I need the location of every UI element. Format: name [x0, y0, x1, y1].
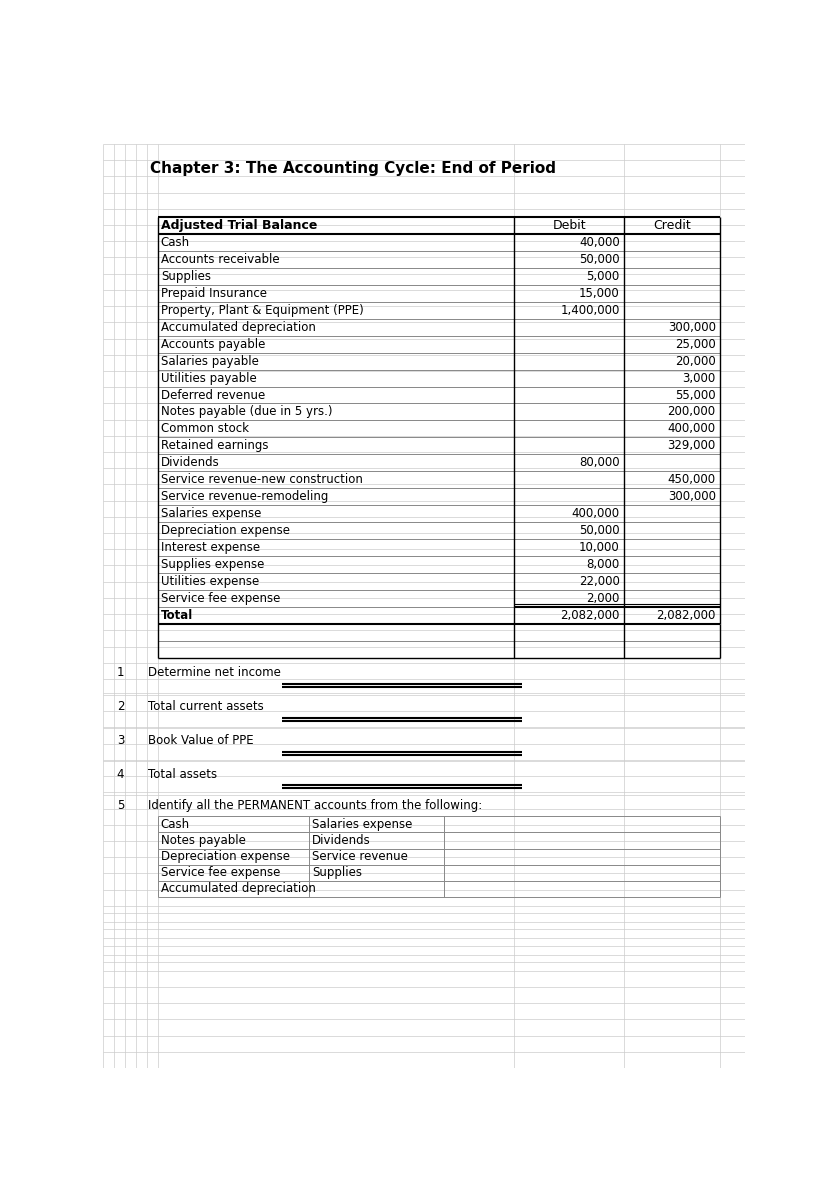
Text: Supplies: Supplies — [160, 270, 211, 283]
Text: 5,000: 5,000 — [586, 270, 619, 283]
Text: Chapter 3: The Accounting Cycle: End of Period: Chapter 3: The Accounting Cycle: End of … — [150, 161, 555, 176]
Text: 25,000: 25,000 — [674, 337, 715, 350]
Text: Identify all the PERMANENT accounts from the following:: Identify all the PERMANENT accounts from… — [148, 799, 482, 812]
Text: 40,000: 40,000 — [578, 236, 619, 250]
Text: 450,000: 450,000 — [667, 473, 715, 486]
Text: 3,000: 3,000 — [681, 372, 715, 384]
Text: 80,000: 80,000 — [578, 456, 619, 469]
Text: 10,000: 10,000 — [578, 541, 619, 554]
Text: 50,000: 50,000 — [578, 524, 619, 538]
Text: Property, Plant & Equipment (PPE): Property, Plant & Equipment (PPE) — [160, 304, 363, 317]
Text: 300,000: 300,000 — [667, 490, 715, 503]
Text: Credit: Credit — [653, 220, 690, 232]
Text: Dividends: Dividends — [160, 456, 219, 469]
Text: 5: 5 — [117, 799, 124, 812]
Text: 2: 2 — [117, 700, 124, 713]
Text: Salaries expense: Salaries expense — [312, 817, 412, 830]
Text: Notes payable: Notes payable — [160, 834, 246, 847]
Text: 400,000: 400,000 — [571, 508, 619, 520]
Text: 20,000: 20,000 — [674, 355, 715, 367]
Text: Depreciation expense: Depreciation expense — [160, 524, 289, 538]
Text: Depreciation expense: Depreciation expense — [160, 850, 289, 863]
Text: Cash: Cash — [160, 817, 189, 830]
Text: 55,000: 55,000 — [674, 389, 715, 402]
Text: Utilities payable: Utilities payable — [160, 372, 256, 384]
Text: Service revenue-remodeling: Service revenue-remodeling — [160, 490, 327, 503]
Text: Retained earnings: Retained earnings — [160, 439, 268, 452]
Text: Debit: Debit — [552, 220, 586, 232]
Text: 8,000: 8,000 — [586, 558, 619, 571]
Text: Service revenue: Service revenue — [312, 850, 408, 863]
Text: 329,000: 329,000 — [667, 439, 715, 452]
Text: Service revenue-new construction: Service revenue-new construction — [160, 473, 362, 486]
Text: Common stock: Common stock — [160, 422, 249, 436]
Text: Total assets: Total assets — [148, 768, 218, 781]
Text: Service fee expense: Service fee expense — [160, 866, 280, 880]
Text: Prepaid Insurance: Prepaid Insurance — [160, 287, 266, 300]
Text: 22,000: 22,000 — [578, 575, 619, 588]
Text: Deferred revenue: Deferred revenue — [160, 389, 265, 402]
Text: Book Value of PPE: Book Value of PPE — [148, 734, 254, 746]
Text: 300,000: 300,000 — [667, 320, 715, 334]
Text: 400,000: 400,000 — [667, 422, 715, 436]
Text: 200,000: 200,000 — [667, 406, 715, 419]
Text: Interest expense: Interest expense — [160, 541, 260, 554]
Text: Determine net income: Determine net income — [148, 666, 281, 679]
Text: Accumulated depreciation: Accumulated depreciation — [160, 320, 315, 334]
Text: Salaries payable: Salaries payable — [160, 355, 258, 367]
Text: Supplies: Supplies — [312, 866, 361, 880]
Text: Total: Total — [160, 608, 193, 622]
Text: Accounts receivable: Accounts receivable — [160, 253, 280, 266]
Text: Notes payable (due in 5 yrs.): Notes payable (due in 5 yrs.) — [160, 406, 332, 419]
Text: 15,000: 15,000 — [578, 287, 619, 300]
Text: Salaries expense: Salaries expense — [160, 508, 261, 520]
Text: Service fee expense: Service fee expense — [160, 592, 280, 605]
Text: Accounts payable: Accounts payable — [160, 337, 265, 350]
Text: 2,082,000: 2,082,000 — [560, 608, 619, 622]
Text: 50,000: 50,000 — [578, 253, 619, 266]
Text: 4: 4 — [117, 768, 124, 781]
Text: 1: 1 — [117, 666, 124, 679]
Text: Adjusted Trial Balance: Adjusted Trial Balance — [160, 220, 317, 232]
Text: 2,082,000: 2,082,000 — [656, 608, 715, 622]
Text: Total current assets: Total current assets — [148, 700, 264, 713]
Text: 3: 3 — [117, 734, 124, 746]
Text: 2,000: 2,000 — [586, 592, 619, 605]
Text: Utilities expense: Utilities expense — [160, 575, 259, 588]
Text: Dividends: Dividends — [312, 834, 370, 847]
Text: 1,400,000: 1,400,000 — [560, 304, 619, 317]
Text: Accumulated depreciation: Accumulated depreciation — [160, 882, 315, 895]
Text: Cash: Cash — [160, 236, 189, 250]
Text: Supplies expense: Supplies expense — [160, 558, 264, 571]
